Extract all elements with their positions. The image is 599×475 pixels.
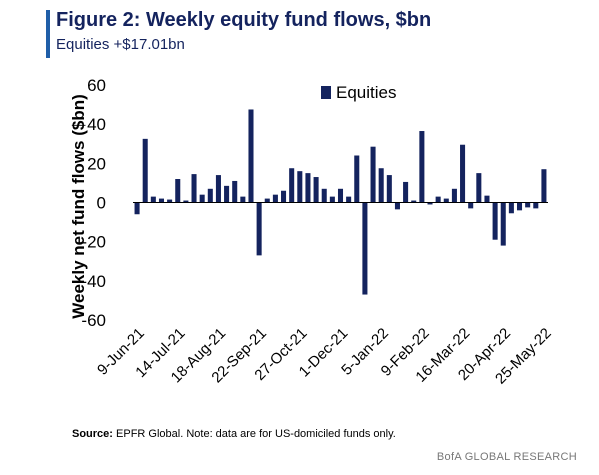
y-tick-label: 60 [87,76,106,95]
figure-subtitle: Equities +$17.01bn [56,36,185,53]
figure-title: Figure 2: Weekly equity fund flows, $bn [56,9,432,31]
bar [484,195,490,203]
bar [533,202,539,209]
bar [403,181,409,203]
bar [427,202,433,205]
y-tick-label: 0 [97,194,106,213]
bar [150,196,156,203]
bar [183,200,189,203]
bar [134,202,140,215]
bar [232,180,238,203]
bar [394,202,400,210]
bar [460,144,466,203]
bar [199,194,205,203]
source-text: EPFR Global. Note: data are for US-domic… [116,428,396,440]
bar [321,188,327,203]
y-tick-label: -40 [81,272,106,291]
bar [297,171,303,203]
bar [435,196,441,203]
bar [191,174,197,203]
title-accent-bar [46,10,50,58]
y-axis-title: Weekly net fund flows ($bn) [69,94,88,318]
y-tick-label: 40 [87,115,106,134]
bar [264,198,270,203]
bar [272,194,278,203]
source-note: Source: EPFR Global. Note: data are for … [72,428,396,440]
bar [289,168,295,203]
bar [370,146,376,203]
bar [451,188,457,203]
bar [476,173,482,203]
y-tick-label: -20 [81,233,106,252]
bar [443,198,449,203]
bar [346,196,352,203]
bar [256,202,262,256]
y-tick-label: 20 [87,154,106,173]
bar [175,179,181,203]
bar [281,190,287,203]
bar [337,188,344,203]
bar [419,131,425,203]
bar [329,196,335,203]
legend-swatch [321,86,331,99]
bar [378,168,384,203]
brand-label: BofA GLOBAL RESEARCH [436,451,577,463]
bar [468,202,474,209]
bar [525,202,531,208]
bar [354,155,360,203]
bar [492,202,498,240]
bar [313,177,319,203]
bar [508,202,514,214]
bar [167,199,173,203]
bar [224,185,230,203]
bar [541,169,547,203]
bar [158,198,165,203]
bar [386,175,392,203]
bar [362,202,368,295]
source-label: Source: [72,428,113,440]
legend-label: Equities [336,83,396,102]
bar [500,202,506,246]
bar [207,188,213,203]
bar [240,196,246,203]
bar [215,175,221,203]
bar [516,202,523,211]
bar [248,109,254,203]
bar [142,138,148,203]
y-tick-label: -60 [81,311,106,330]
bar [411,200,417,203]
bar [305,173,311,203]
